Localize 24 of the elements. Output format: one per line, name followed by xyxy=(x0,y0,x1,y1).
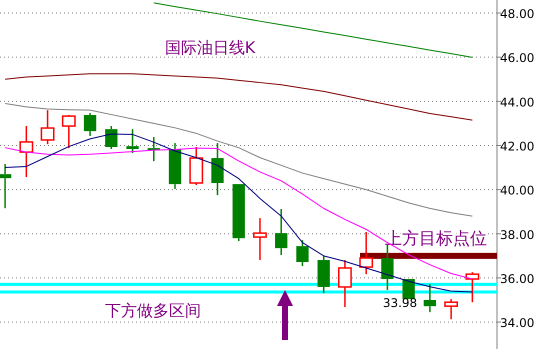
y-tick-label: 42.00 xyxy=(500,139,534,154)
candlestick xyxy=(0,163,12,209)
candlestick xyxy=(275,208,288,256)
text: 国际油日线K xyxy=(164,38,256,57)
annotation: 33.98 xyxy=(382,296,418,310)
candlestick xyxy=(211,142,224,196)
candlestick xyxy=(168,142,182,190)
line-series xyxy=(153,2,473,58)
y-tick-label: 48.00 xyxy=(500,7,534,22)
y-tick-label: 36.00 xyxy=(500,272,534,286)
candlestick xyxy=(253,217,267,261)
candlestick xyxy=(381,244,394,291)
annotation: 下方做多区间 xyxy=(105,301,201,320)
candlestick xyxy=(105,125,118,150)
y-tick-label: 34.00 xyxy=(500,316,534,330)
line-series xyxy=(4,73,473,121)
candlestick xyxy=(424,283,436,313)
candlestick xyxy=(19,125,34,178)
y-tick-label: 44.00 xyxy=(500,95,534,110)
y-tick-label: 46.00 xyxy=(500,51,534,66)
ref-line-label: 上方目标点位 xyxy=(385,228,487,249)
y-tick-label: 38.00 xyxy=(500,228,534,242)
y-tick-label: 40.00 xyxy=(500,184,534,198)
candlestick xyxy=(84,112,96,137)
